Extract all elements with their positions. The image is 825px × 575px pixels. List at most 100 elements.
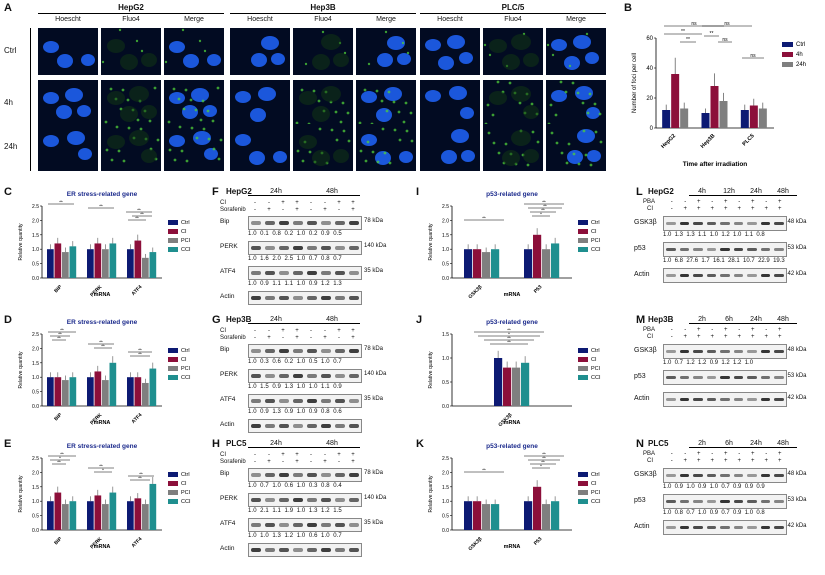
foci-dot: [577, 162, 581, 166]
lane-sign: +: [696, 206, 701, 212]
band-spot: [265, 399, 275, 403]
y-tick-label: 1.5: [442, 233, 449, 239]
lane-sign: -: [282, 459, 284, 465]
band-quantification: 1.0 0.9 1.1 1.1 1.0 0.9 1.2 1.3: [248, 281, 342, 287]
band-spot: [720, 222, 730, 225]
timepoint-header: 48h: [304, 440, 360, 448]
bar: [69, 246, 77, 278]
nucleus-shape: [43, 135, 59, 147]
band-spot: [693, 376, 703, 379]
micrograph-image: [296, 127, 351, 166]
y-tick-label: 1.0: [32, 247, 39, 253]
bar: [54, 377, 62, 406]
nucleus-shape: [183, 54, 199, 68]
band-spot: [335, 296, 345, 300]
band-spot: [760, 274, 770, 277]
kda-marker: 42 kDa: [787, 271, 807, 277]
foci-dot: [140, 49, 144, 53]
x-tick-label: Hep3B: [700, 133, 717, 150]
lane-sign: +: [337, 200, 341, 206]
lane-sign: +: [723, 458, 728, 464]
micrograph-tile: [101, 124, 161, 171]
x-tick-label: GSK3β: [467, 536, 483, 552]
foci-dot: [367, 62, 371, 66]
lane-sign: +: [351, 335, 355, 341]
foci-dot: [488, 53, 492, 57]
lane-sign: -: [684, 327, 687, 333]
foci-dot: [194, 108, 198, 112]
x-tick-label: ATF4: [131, 412, 144, 425]
lane-sign: +: [683, 206, 687, 212]
band-spot: [293, 399, 303, 403]
foci-dot: [216, 86, 220, 90]
lane-sign: +: [351, 207, 355, 213]
lane-sign: +: [777, 199, 782, 205]
nucleus-shape: [78, 148, 92, 160]
foci-dot: [582, 129, 586, 133]
band-quantification: 1.0 0.1 0.8 0.2 1.0 0.2 0.9 0.5: [248, 231, 342, 237]
band-spot: [774, 398, 784, 401]
band-spot: [760, 248, 770, 251]
micrograph-tile: [420, 28, 480, 75]
band-spot: [747, 248, 757, 251]
x-axis-label: Time after irradiation: [683, 161, 748, 168]
band-spot: [265, 548, 275, 552]
band-spot: [335, 246, 345, 250]
band-spot: [774, 248, 784, 251]
foci-dot: [496, 80, 500, 84]
lane-sign: +: [696, 458, 701, 464]
foci-dot: [593, 102, 597, 106]
lane-sign: +: [267, 459, 271, 465]
y-tick-label: 0: [650, 126, 654, 132]
cell-line-title: Hep3B: [226, 315, 252, 324]
lane-sign: +: [750, 199, 755, 205]
foci-dot: [576, 91, 580, 95]
band-spot: [265, 271, 275, 275]
column-header: Fluo4: [122, 16, 140, 23]
lane-sign: +: [267, 335, 271, 341]
band-quantification: 1.0 0.9 1.0 0.9 1.0 0.7 0.9 0.9 0.9: [663, 484, 765, 490]
blot-band: [663, 216, 787, 231]
y-tick-label: 2.5: [32, 456, 39, 462]
band-spot: [335, 498, 345, 502]
foci-dot: [504, 142, 508, 146]
lane-sign: -: [324, 328, 326, 334]
bar: [127, 377, 134, 406]
micrograph-tile: [356, 28, 416, 75]
band-spot: [279, 349, 289, 353]
y-tick-label: 0.5: [32, 514, 39, 520]
cell-line-title: HepG2: [226, 187, 252, 196]
micrograph-tile: [164, 80, 224, 127]
timepoint-header: 24h: [248, 188, 304, 196]
nucleus-shape: [235, 91, 251, 103]
bar: [491, 504, 500, 530]
y-axis-label: Relative quantity: [428, 223, 434, 260]
foci-dot: [559, 80, 563, 84]
lane-sign: +: [267, 207, 271, 213]
foci-dot: [564, 90, 568, 94]
band-spot: [321, 221, 331, 225]
foci-dot: [104, 120, 108, 124]
lane-sign: +: [723, 327, 728, 333]
legend-label: PCI: [181, 490, 191, 496]
micrograph-image: [484, 80, 539, 126]
band-spot: [666, 350, 676, 353]
foci-dot: [550, 131, 554, 135]
bar: [749, 105, 758, 128]
foci-dot: [584, 153, 588, 157]
band-spot: [251, 473, 261, 477]
p53-chart-j: p53-related gene 0.0 0.5 1.0 1.5 Relative qua…: [428, 319, 601, 428]
foci-dot: [173, 158, 177, 162]
band-spot: [679, 398, 689, 401]
band-spot: [706, 274, 716, 277]
band-spot: [666, 222, 676, 225]
foci-dot: [318, 127, 322, 131]
legend-swatch: [782, 52, 793, 57]
band-spot: [774, 350, 784, 353]
legend-swatch: [578, 472, 588, 477]
foci-dot: [330, 128, 334, 132]
band-spot: [293, 548, 303, 552]
column-header: Hoescht: [437, 16, 463, 23]
y-tick-label: 1.0: [442, 247, 449, 253]
band-spot: [693, 350, 703, 353]
